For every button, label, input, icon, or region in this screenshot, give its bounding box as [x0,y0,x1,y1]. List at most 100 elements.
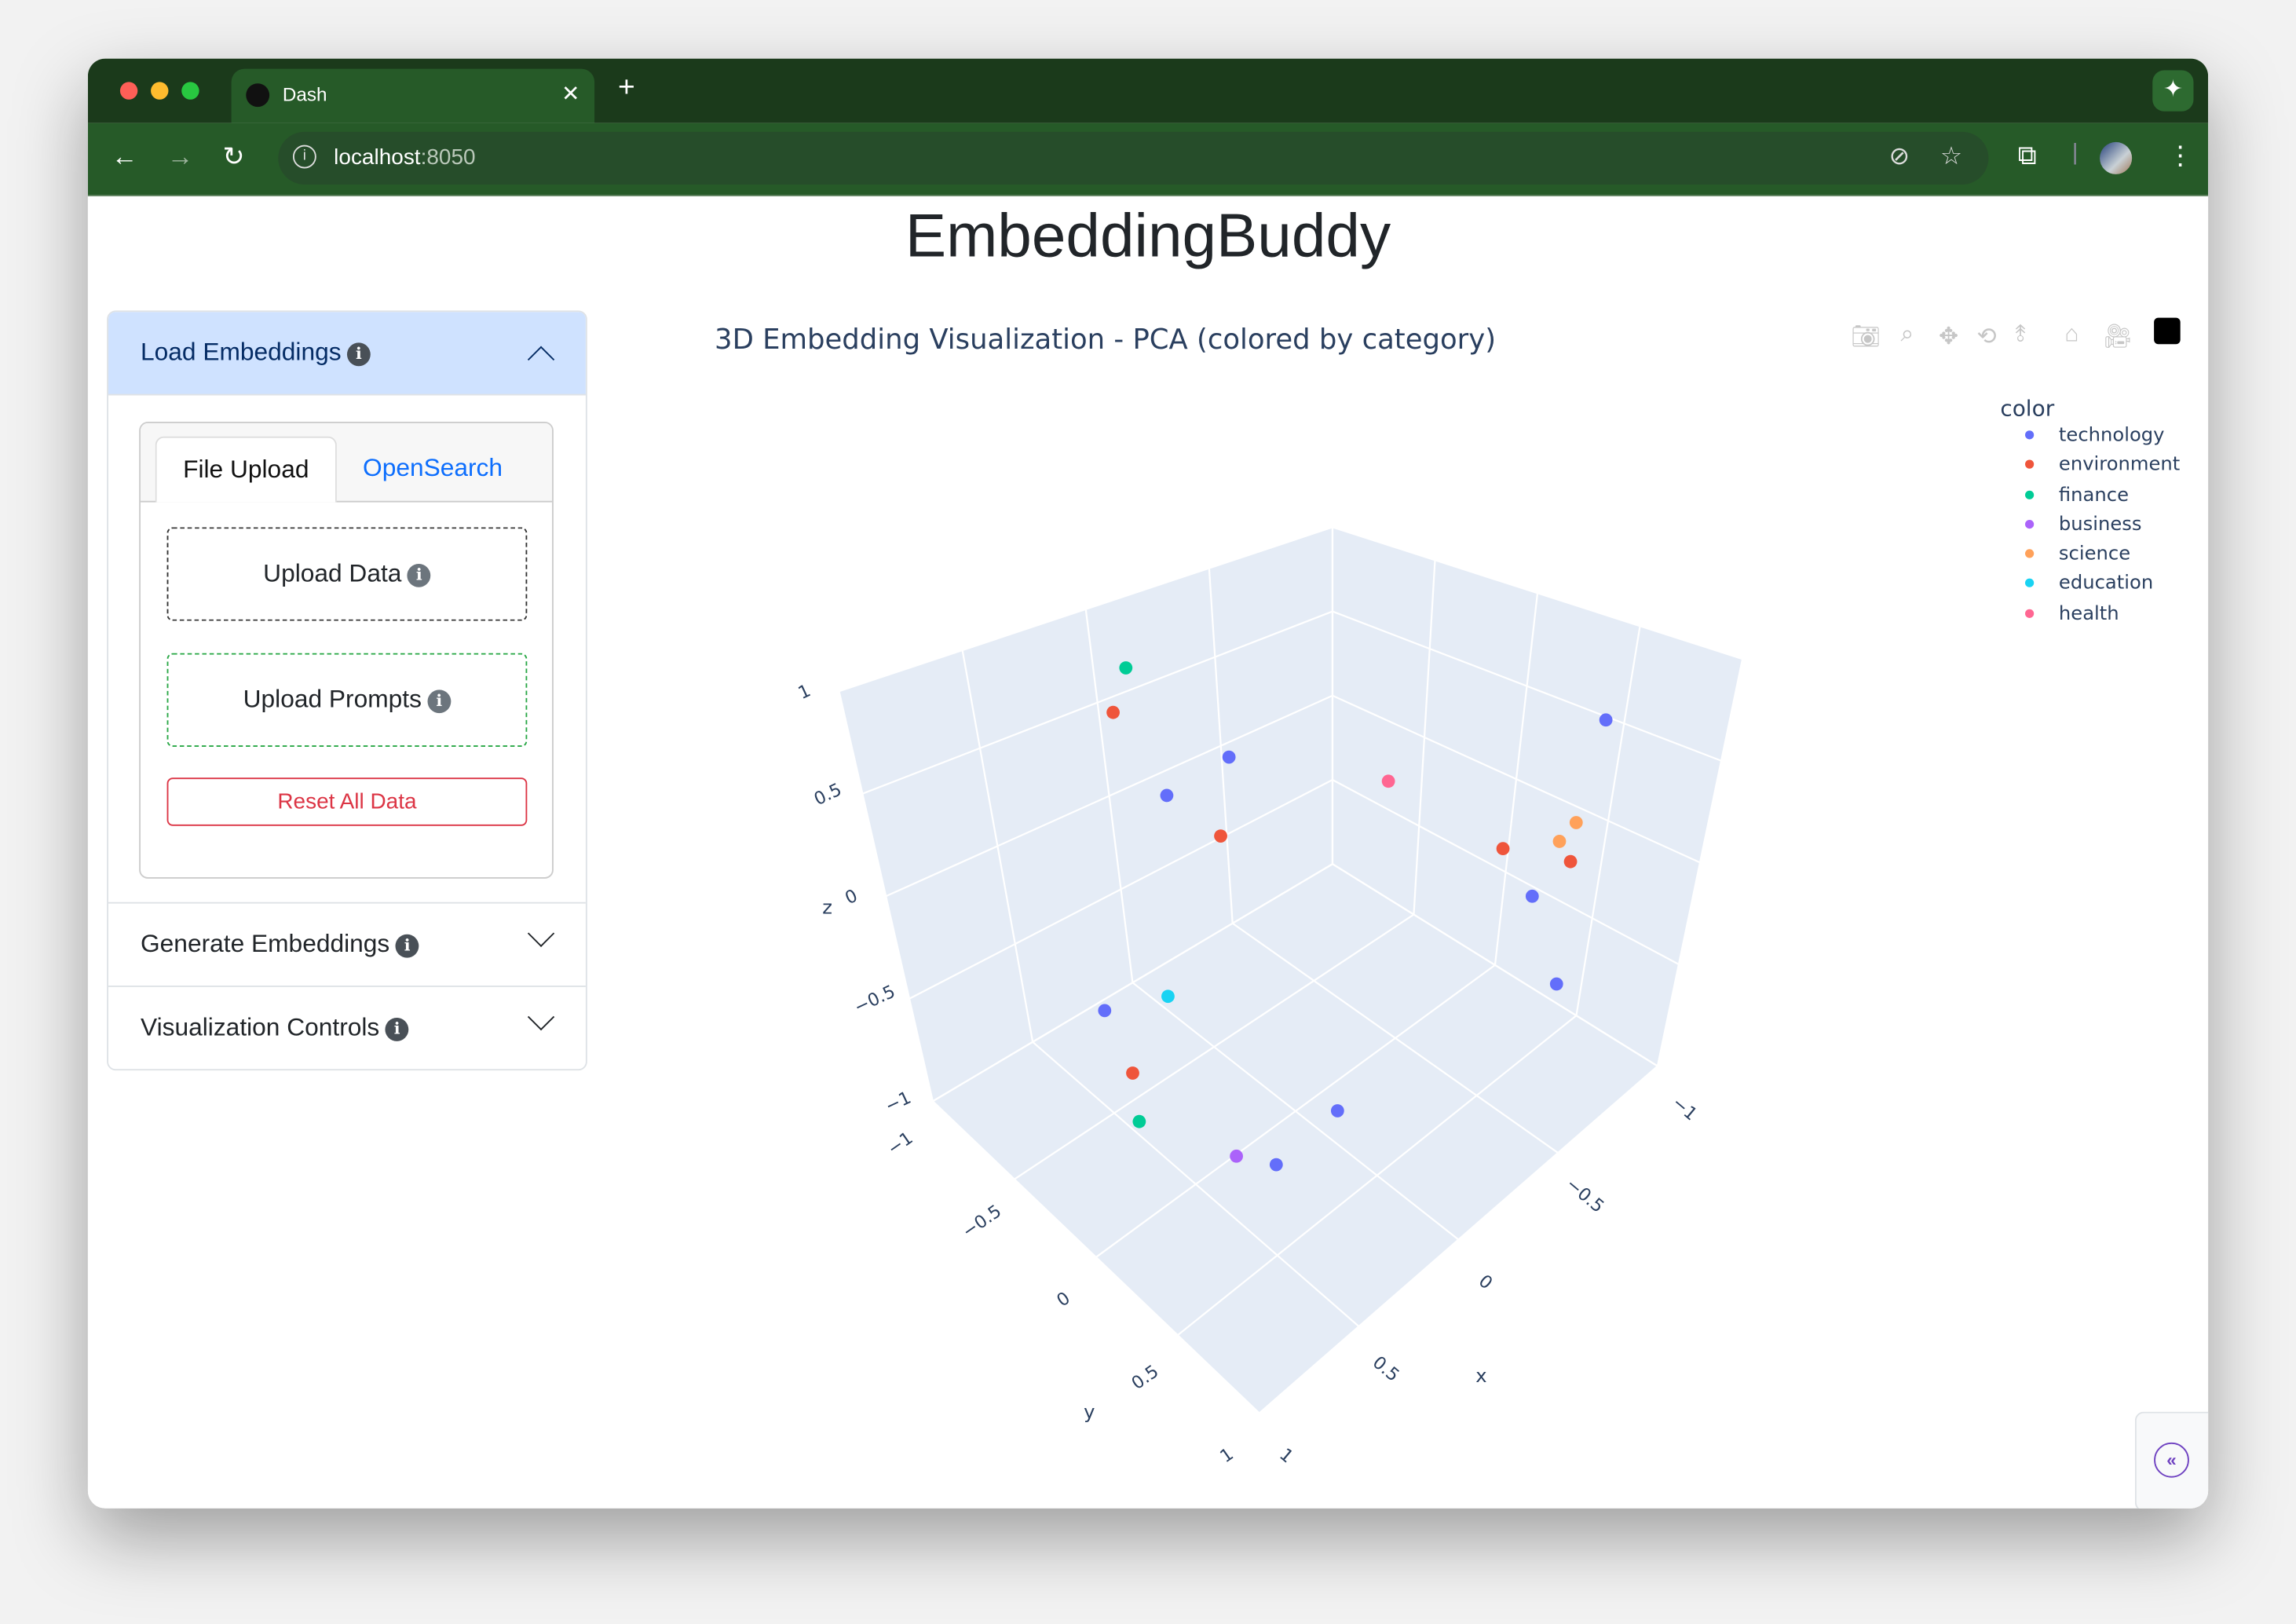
tab-file-upload[interactable]: File Upload [155,436,337,503]
browser-window: Dash ✕ + ✦ ← → ↻ i localhost:8050 ⊘ ☆ ⧉ … [87,58,2209,1509]
camera-icon[interactable]: 📷︎ [1851,324,1881,350]
address-bar[interactable]: i localhost:8050 ⊘ ☆ [278,131,1989,185]
browser-tab[interactable]: Dash ✕ [231,68,595,123]
z-tick-label: 0 [842,886,861,909]
data-point-business [1230,1149,1243,1163]
home-icon[interactable]: ⌂ [2064,322,2079,347]
3d-scene[interactable]: −1 −1 −1 −0.5 −0.5 −0.5 0 0 0 0.5 0.5 0.5 1 1 1 z y x [586,310,2208,1496]
info-icon[interactable]: i [385,1018,409,1041]
orbit-icon[interactable]: ⟲ [1976,324,1997,350]
gridline-x [932,1100,1260,1414]
y-tick-label: 1 [1216,1444,1238,1467]
legend-title: color [2000,395,2055,422]
data-point-health [1381,774,1395,788]
camera-view-icon[interactable]: 🎥︎ [2102,324,2133,350]
star-icon[interactable]: ☆ [1940,141,1963,170]
app-title: EmbeddingBuddy [905,200,1391,270]
legend-item-environment[interactable]: environment [2000,452,2180,481]
data-point-technology [1222,750,1236,764]
menu-icon[interactable]: ⋮ [2166,141,2194,170]
gemini-icon[interactable]: ✦ [2152,70,2194,112]
load-embeddings-body: File Upload OpenSearch Upload Data i Uplo… [108,395,586,904]
chart-title: 3D Embedding Visualization - PCA (colore… [715,324,1497,357]
minimize-window-button[interactable] [151,82,169,100]
data-point-environment [1563,854,1578,869]
legend-item-business[interactable]: business [2000,511,2142,541]
legend-item-health[interactable]: health [2000,600,2119,630]
plotly-logo[interactable] [2154,317,2181,345]
x-tick-label: 0 [1475,1271,1497,1293]
data-point-technology [1269,1158,1283,1172]
data-point-finance [1132,1114,1146,1128]
sidebar-accordion: Load Embeddings i File Upload OpenSearch … [107,310,587,1071]
data-point-technology [1160,788,1174,803]
pane-x [1332,527,1743,1066]
upload-prompts-dropzone[interactable]: Upload Prompts i [166,653,528,748]
info-icon[interactable]: i [427,689,452,714]
plot-area[interactable]: 3D Embedding Visualization - PCA (colore… [586,310,2208,1496]
eye-off-icon[interactable]: ⊘ [1888,141,1910,170]
data-point-technology [1330,1104,1344,1117]
data-point-technology [1599,713,1613,727]
back-icon[interactable]: ← [111,141,138,172]
pan-icon[interactable]: ✥ [1938,324,1958,350]
legend-item-science[interactable]: science [2000,540,2130,570]
upload-card: File Upload OpenSearch Upload Data i Uplo… [139,422,554,879]
legend-item-technology[interactable]: technology [2000,422,2165,452]
x-axis-title: x [1475,1364,1486,1387]
y-tick-label: 0.5 [1128,1361,1162,1394]
maximize-window-button[interactable] [181,82,199,100]
site-info-icon[interactable]: i [292,144,316,169]
gridline-z [861,610,1333,795]
z-tick-label: −1 [882,1088,914,1117]
gridline-z [885,694,1333,898]
info-icon[interactable]: i [407,563,431,587]
visualization-controls-header[interactable]: Visualization Controls i [108,987,586,1069]
gridline-y [1258,1065,1658,1414]
tab-title: Dash [282,83,327,106]
load-embeddings-label: Load Embeddings [141,338,342,367]
info-icon[interactable]: i [395,934,419,958]
upload-prompts-label: Upload Prompts [243,685,422,714]
load-embeddings-header[interactable]: Load Embeddings i [108,312,586,396]
chevron-down-icon [527,920,555,947]
legend-label: finance [2058,484,2130,507]
toolbar-divider: | [2071,141,2078,166]
legend-marker-icon [2025,460,2035,470]
x-tick-label: −1 [1668,1092,1701,1125]
zoom-icon[interactable]: ⌕ [1900,322,1914,347]
new-tab-icon[interactable]: + [617,71,635,104]
tab-opensearch[interactable]: OpenSearch [363,454,503,482]
y-tick-label: −1 [884,1128,917,1159]
data-point-environment [1106,705,1120,719]
chevrons-left-icon: « [2154,1442,2189,1478]
upload-data-dropzone[interactable]: Upload Data i [166,527,528,621]
chevron-up-icon [527,346,555,373]
source-tabs: File Upload OpenSearch [141,422,553,503]
close-window-button[interactable] [119,82,138,100]
profile-avatar[interactable] [2100,141,2133,174]
legend-label: health [2058,602,2119,625]
collapse-panel-button[interactable]: « [2134,1411,2209,1509]
pane-z [932,864,1658,1414]
info-icon[interactable]: i [347,342,371,367]
z-tick-label: 1 [795,681,814,704]
data-point-environment [1214,829,1227,843]
page-content: EmbeddingBuddy Load Embeddings i File Upl… [87,196,2209,1509]
reset-all-data-button[interactable]: Reset All Data [166,777,528,826]
legend-label: business [2058,514,2142,536]
url-text: localhost:8050 [334,145,475,170]
chevron-down-icon [527,1003,555,1031]
legend-item-finance[interactable]: finance [2000,481,2129,511]
forward-icon[interactable]: → [166,141,194,172]
data-point-technology [1525,889,1539,903]
legend-marker-icon [2025,549,2035,558]
url-port: :8050 [420,144,476,170]
search-tab-icon[interactable]: ⧉ [2017,141,2037,170]
generate-embeddings-header[interactable]: Generate Embeddings i [108,904,586,987]
close-tab-icon[interactable]: ✕ [561,82,580,108]
turntable-icon[interactable]: ⥉ [2014,322,2027,347]
reload-icon[interactable]: ↻ [222,141,245,172]
legend-item-education[interactable]: education [2000,570,2153,600]
legend-label: environment [2058,454,2181,477]
